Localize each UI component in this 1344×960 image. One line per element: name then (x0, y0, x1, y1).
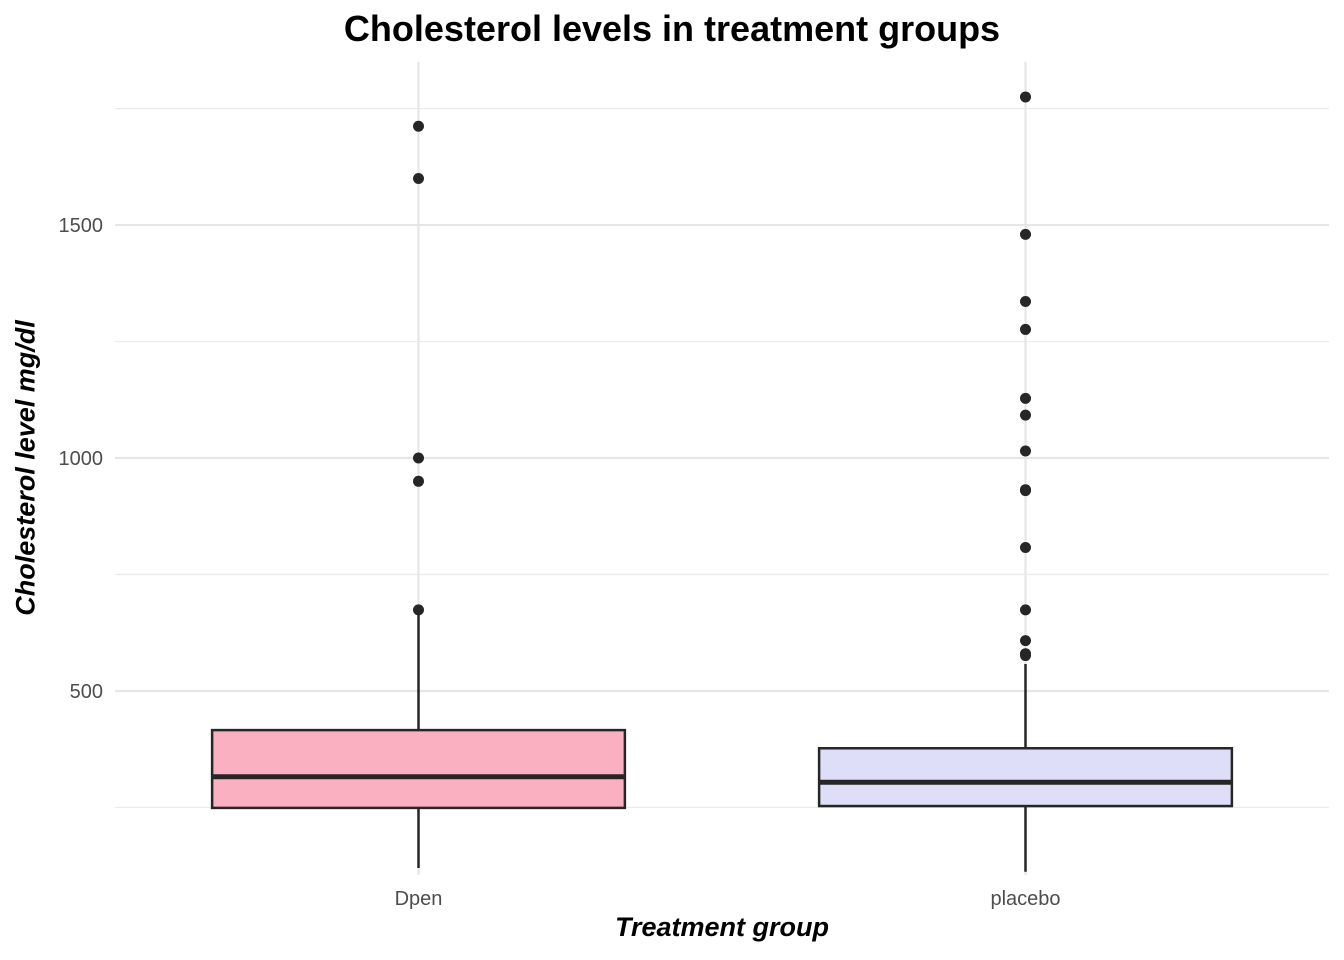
outlier-point (1020, 484, 1031, 496)
outlier-point (1020, 228, 1031, 240)
outlier-point (413, 475, 424, 487)
outlier-point (1020, 295, 1031, 307)
box-Dpen (210, 728, 627, 810)
outlier-point (1020, 635, 1031, 647)
outlier-point (413, 172, 424, 184)
x-tick-label: placebo (990, 888, 1060, 910)
outlier-point (1020, 323, 1031, 335)
y-axis-label: Cholesterol level mg/dl (10, 320, 41, 616)
outlier-point (413, 452, 424, 464)
outlier-point (1020, 409, 1031, 421)
y-tick-label: 1000 (59, 448, 104, 470)
outlier-point (1020, 541, 1031, 553)
outlier-point (413, 120, 424, 132)
x-axis-label: Treatment group (614, 912, 830, 942)
outlier-point (1020, 604, 1031, 616)
y-tick-label: 500 (70, 681, 103, 703)
chart-title: Cholesterol levels in treatment groups (343, 8, 1001, 49)
x-tick-label: Dpen (395, 888, 443, 910)
box-placebo (817, 747, 1234, 808)
outlier-point (413, 604, 424, 616)
outlier-point (1020, 648, 1031, 660)
outlier-point (1020, 392, 1031, 404)
y-tick-label: 1500 (59, 215, 104, 237)
outlier-point (1020, 445, 1031, 457)
outlier-point (1020, 91, 1031, 103)
